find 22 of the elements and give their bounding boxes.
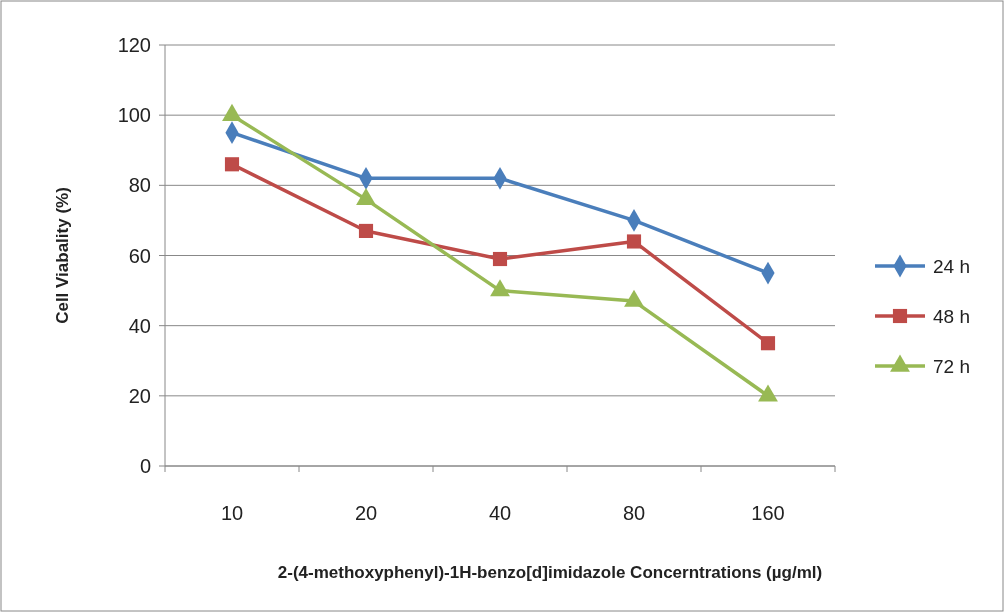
legend-label: 24 h [933, 255, 970, 277]
y-tick-label: 120 [117, 34, 151, 56]
x-tick-label: 40 [488, 502, 512, 524]
legend-label: 48 h [933, 305, 970, 327]
point [492, 251, 508, 267]
y-tick-label: 80 [128, 174, 151, 197]
legend-label: 72 h [933, 355, 970, 377]
point [358, 223, 374, 239]
x-tick-label: 80 [622, 502, 646, 524]
x-tick-label: 10 [220, 502, 244, 524]
x-axis-title: 2-(4-methoxyphenyl)-1H-benzo[d]imidazole Concerntrations (µg/ml) [277, 563, 823, 582]
point [224, 157, 240, 172]
y-tick-label: 60 [128, 244, 151, 267]
y-tick-label: 0 [139, 455, 151, 477]
y-tick-label: 100 [117, 104, 151, 127]
y-tick-label: 20 [128, 384, 151, 407]
x-tick-label: 160 [751, 502, 785, 524]
point [760, 336, 776, 351]
y-tick-label: 40 [128, 314, 151, 337]
y-axis-title: Cell Viabality (%) [53, 187, 72, 324]
point [626, 234, 642, 249]
x-tick-label: 20 [354, 502, 378, 524]
